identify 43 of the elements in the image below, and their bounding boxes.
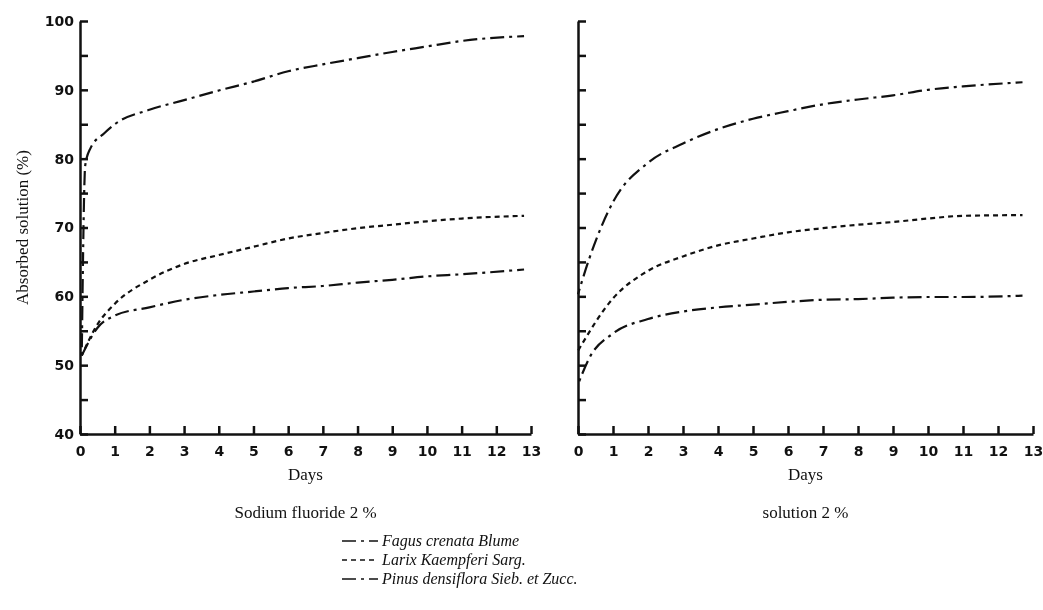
x-tick-label: 11 — [452, 442, 472, 459]
text: solution 2 % — [762, 503, 849, 522]
x-tick-label: 12 — [988, 442, 1009, 459]
x-tick-label: 5 — [748, 442, 759, 459]
y-tick-label: 70 — [54, 219, 75, 236]
x-tick-label: 8 — [353, 442, 363, 459]
x-tick-label: 12 — [487, 442, 507, 459]
x-tick-label: 3 — [678, 442, 689, 459]
x-tick-label: 9 — [387, 442, 398, 459]
x-tick-label: 2 — [643, 442, 654, 459]
x-tick-label: 4 — [713, 442, 724, 459]
y-tick-label: 80 — [54, 150, 75, 167]
x-tick-label: 0 — [573, 442, 584, 459]
x-tick-label: 1 — [608, 442, 619, 459]
legend-label: Fagus crenata Blume — [381, 532, 520, 550]
y-tick-label: 100 — [44, 12, 75, 29]
y-tick-label: 40 — [54, 425, 75, 442]
text: Sodium fluoride 2 % — [234, 503, 377, 522]
y-tick-label: 90 — [54, 81, 75, 98]
x-tick-label: 8 — [853, 442, 864, 459]
x-tick-label: 10 — [417, 442, 438, 459]
x-tick-label: 13 — [1023, 442, 1043, 459]
y-axis-title: Absorbed solution (%) — [13, 150, 32, 305]
x-tick-label: 3 — [179, 442, 190, 459]
x-tick-label: 4 — [214, 442, 225, 459]
x-tick-label: 7 — [818, 442, 829, 459]
x-tick-label: 6 — [283, 442, 294, 459]
x-tick-label: 2 — [145, 442, 155, 459]
x-tick-label: 5 — [249, 442, 259, 459]
x-tick-label: 9 — [888, 442, 899, 459]
x-tick-label: 7 — [318, 442, 329, 459]
x-axis-title: Days — [788, 465, 823, 484]
x-tick-label: 0 — [75, 442, 86, 459]
legend-label: Pinus densiflora Sieb. et Zucc. — [381, 570, 578, 588]
x-tick-label: 13 — [521, 442, 542, 459]
y-tick-label: 60 — [54, 288, 75, 305]
y-tick-label: 50 — [54, 357, 75, 374]
x-tick-label: 11 — [953, 442, 974, 459]
legend-label: Larix Kaempferi Sarg. — [381, 551, 526, 569]
x-tick-label: 1 — [110, 442, 121, 459]
x-tick-label: 10 — [918, 442, 939, 459]
x-tick-label: 6 — [783, 442, 794, 459]
x-axis-title: Days — [288, 465, 323, 484]
